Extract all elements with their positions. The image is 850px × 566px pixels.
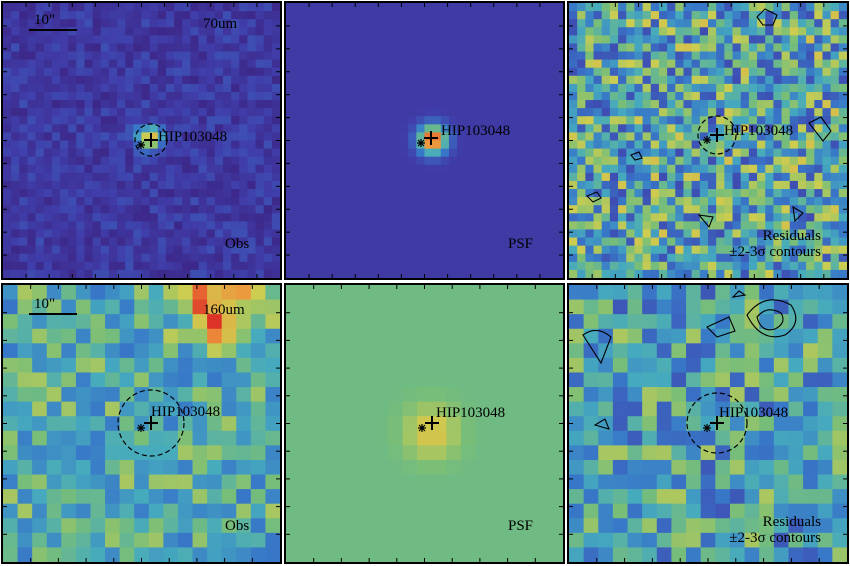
- source-markers: [697, 115, 737, 155]
- panel-160um-residuals: HIP103048 Residuals ±2-3σ contours: [567, 283, 849, 564]
- panel-70um-psf: HIP103048 PSF: [284, 1, 565, 280]
- asterisk-marker: [137, 141, 145, 149]
- panel-160um-obs: 10" 160um HIP103048 Obs: [1, 283, 282, 564]
- image-70um-psf: [286, 3, 563, 278]
- panel-160um-psf: HIP103048 PSF: [284, 283, 565, 564]
- panel-70um-residuals: HIP103048 Residuals ±2-3σ contours: [567, 1, 849, 280]
- source-label: HIP103048: [724, 123, 794, 139]
- residual-contours: [582, 290, 797, 430]
- plus-marker: [710, 128, 724, 142]
- axis-ticks: [569, 3, 847, 278]
- pixel-grid: [286, 3, 563, 278]
- plus-marker: [424, 131, 438, 145]
- caption-residuals-line2: ±2-3σ contours: [729, 530, 821, 546]
- scale-bar: [29, 313, 77, 315]
- pixel-grid: [3, 3, 280, 278]
- axis-ticks: [286, 285, 563, 562]
- plus-marker: [144, 133, 158, 147]
- plus-marker: [710, 416, 724, 430]
- source-label: HIP103048: [436, 405, 506, 421]
- caption-residuals-line1: Residuals: [762, 228, 821, 244]
- asterisk-marker: [703, 424, 711, 432]
- source-label: HIP103048: [441, 123, 511, 139]
- pixel-grid: [3, 285, 280, 562]
- source-label: HIP103048: [158, 129, 228, 145]
- caption-psf: PSF: [508, 236, 534, 252]
- asterisk-marker: [417, 139, 425, 147]
- plus-marker: [144, 416, 158, 430]
- asterisk-marker: [137, 424, 145, 432]
- image-70um-obs: [3, 3, 280, 278]
- source-label: HIP103048: [151, 404, 221, 420]
- caption-residuals: Residuals ±2-3σ contours: [729, 228, 821, 260]
- scale-bar: [29, 29, 77, 31]
- axis-ticks: [286, 3, 563, 278]
- image-70um-residuals: [569, 3, 847, 278]
- band-label-160um: 160um: [203, 302, 245, 318]
- pixel-grid: [286, 285, 563, 562]
- scale-label: 10": [34, 296, 56, 312]
- caption-residuals-line1: Residuals: [762, 514, 821, 530]
- scale-label: 10": [34, 12, 56, 28]
- caption-psf: PSF: [508, 518, 534, 534]
- source-markers: [117, 389, 185, 457]
- source-markers: [686, 392, 748, 454]
- aperture-circle: [697, 115, 737, 155]
- image-160um-residuals: [569, 285, 847, 562]
- panel-70um-obs: 10" 70um HIP103048 Obs: [1, 1, 282, 280]
- caption-residuals-line2: ±2-3σ contours: [729, 244, 821, 260]
- image-160um-obs: [3, 285, 280, 562]
- source-markers: [418, 416, 439, 432]
- plus-marker: [425, 416, 439, 430]
- caption-obs: Obs: [225, 518, 250, 534]
- axis-ticks: [3, 3, 280, 278]
- source-markers: [134, 123, 168, 157]
- pixel-grid: [569, 285, 847, 562]
- aperture-circle: [134, 123, 168, 157]
- asterisk-marker: [703, 136, 711, 144]
- band-label-70um: 70um: [203, 16, 238, 32]
- axis-ticks: [569, 285, 847, 562]
- axis-ticks: [3, 285, 280, 562]
- pixel-grid: [569, 3, 847, 278]
- caption-obs: Obs: [225, 236, 250, 252]
- asterisk-marker: [418, 424, 426, 432]
- source-label: HIP103048: [719, 405, 789, 421]
- aperture-circle: [686, 392, 748, 454]
- aperture-circle: [117, 389, 185, 457]
- image-160um-psf: [286, 285, 563, 562]
- caption-residuals: Residuals ±2-3σ contours: [729, 514, 821, 546]
- source-markers: [417, 131, 438, 147]
- residual-contours: [586, 8, 832, 229]
